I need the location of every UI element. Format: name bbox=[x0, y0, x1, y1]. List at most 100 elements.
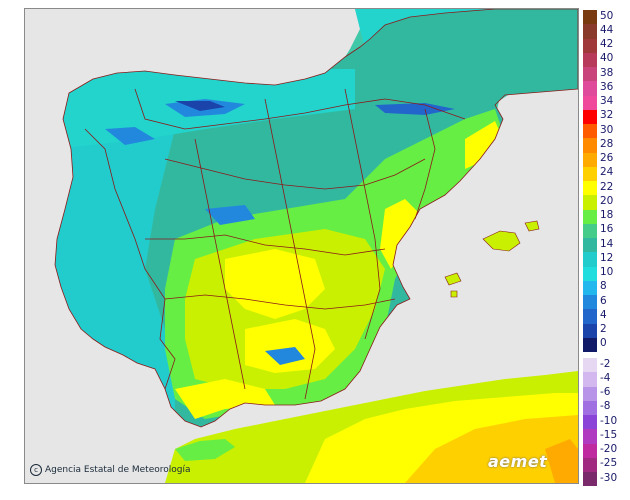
legend-label: 6 bbox=[600, 294, 607, 307]
mallorca-island bbox=[482, 230, 521, 252]
legend-label: 28 bbox=[600, 137, 614, 150]
legend-swatch bbox=[583, 24, 597, 39]
legend-label: 32 bbox=[600, 109, 614, 122]
legend-swatch bbox=[583, 309, 597, 324]
legend-swatch bbox=[583, 295, 597, 310]
legend-label: 16 bbox=[600, 223, 614, 236]
valencia-hot-zone bbox=[380, 199, 420, 269]
legend-swatch bbox=[583, 109, 597, 124]
legend-swatch bbox=[583, 457, 597, 472]
legend-swatch bbox=[583, 81, 597, 96]
central-north-region-line bbox=[164, 158, 426, 190]
legend-swatch bbox=[583, 358, 597, 373]
temperature-map bbox=[24, 8, 579, 484]
legend-label: 18 bbox=[600, 209, 614, 221]
formentera-island bbox=[450, 290, 458, 298]
tangier-coast bbox=[175, 439, 235, 461]
legend-swatch bbox=[583, 124, 597, 139]
menorca-island bbox=[524, 220, 540, 232]
ibiza-island bbox=[444, 272, 462, 286]
legend-swatch bbox=[583, 152, 597, 167]
coastline bbox=[54, 9, 578, 428]
legend-swatch bbox=[583, 223, 597, 238]
legend-label: 12 bbox=[600, 251, 614, 264]
duero-plateau bbox=[185, 133, 355, 205]
sistema-central-cool bbox=[205, 205, 255, 225]
legend-label: -15 bbox=[600, 428, 618, 441]
temperature-legend: 50 44 42 40 38 36 34 32 30 28 26 24 22 20 18 16 14 12 10 8 6… bbox=[583, 10, 627, 490]
cadiz-hot-zone bbox=[175, 379, 275, 419]
aemet-credit: c Agencia Estatal de Meteorología bbox=[30, 464, 191, 476]
legend-label: 36 bbox=[600, 80, 614, 93]
legend-swatch bbox=[583, 252, 597, 267]
aragon-catalonia-line bbox=[414, 108, 436, 220]
legend-label: 10 bbox=[600, 266, 614, 278]
credit-text: Agencia Estatal de Meteorología bbox=[45, 465, 191, 475]
aemet-logo: aemet bbox=[488, 452, 548, 471]
legend-label: 0 bbox=[600, 337, 607, 350]
legend-swatch bbox=[583, 429, 597, 444]
legend-label: 8 bbox=[600, 280, 607, 293]
legend-swatch bbox=[583, 280, 597, 295]
central-region-line bbox=[145, 234, 386, 256]
legend-label: -2 bbox=[600, 357, 611, 370]
legend-swatch bbox=[583, 181, 597, 196]
legend-label: -4 bbox=[600, 371, 611, 384]
map-canvas bbox=[25, 9, 578, 483]
legend-swatch bbox=[583, 323, 597, 338]
legend-label: 20 bbox=[600, 194, 614, 207]
legend-swatch bbox=[583, 443, 597, 458]
region-boundaries bbox=[54, 9, 578, 428]
legend-swatch bbox=[583, 209, 597, 224]
legend-swatch bbox=[583, 138, 597, 153]
legend-label: 14 bbox=[600, 237, 614, 250]
legend-label: -10 bbox=[600, 414, 618, 427]
legend-label: -8 bbox=[600, 400, 611, 413]
legend-swatch bbox=[583, 195, 597, 210]
legend-label: -6 bbox=[600, 386, 611, 398]
copyright-icon: c bbox=[30, 464, 42, 476]
southern-region-line bbox=[164, 294, 396, 310]
legend-swatch bbox=[583, 238, 597, 253]
legend-swatch bbox=[583, 386, 597, 401]
west-meridian-line bbox=[194, 138, 246, 390]
legend-swatch bbox=[583, 372, 597, 387]
legend-swatch bbox=[583, 415, 597, 430]
africa-extreme-zone bbox=[545, 439, 578, 483]
legend-label: 34 bbox=[600, 95, 614, 107]
africa-very-hot-zone bbox=[405, 415, 578, 483]
legend-label: 38 bbox=[600, 66, 614, 79]
galicia-highlands-cool bbox=[105, 127, 155, 145]
east-meridian-line bbox=[344, 88, 381, 340]
legend-swatch bbox=[583, 166, 597, 181]
picos-de-europa-cold bbox=[175, 101, 225, 111]
legend-swatch bbox=[583, 95, 597, 110]
legend-label: 22 bbox=[600, 180, 614, 193]
legend-swatch bbox=[583, 472, 597, 487]
portugal-spain-border bbox=[84, 128, 176, 390]
catalonia-coast-hot-zone bbox=[465, 121, 503, 169]
legend-label: 24 bbox=[600, 166, 614, 179]
legend-swatch bbox=[583, 400, 597, 415]
sierra-nevada-cool bbox=[265, 347, 305, 365]
legend-swatch bbox=[583, 337, 597, 352]
northern-region-line bbox=[134, 88, 466, 130]
pyrenees-cold bbox=[375, 103, 455, 115]
legend-label: 42 bbox=[600, 38, 614, 50]
temperature-fields bbox=[55, 69, 505, 427]
legend-label: -25 bbox=[600, 457, 618, 470]
legend-label: 2 bbox=[600, 323, 607, 335]
legend-swatch bbox=[583, 266, 597, 281]
central-meridian-line bbox=[264, 98, 316, 400]
legend-label: 50 bbox=[600, 9, 614, 22]
legend-label: -20 bbox=[600, 443, 618, 455]
legend-swatch bbox=[583, 10, 597, 25]
la-mancha-hot-core bbox=[225, 249, 325, 319]
legend-swatch bbox=[583, 38, 597, 53]
legend-label: 4 bbox=[600, 308, 607, 321]
legend-label: 40 bbox=[600, 52, 614, 65]
legend-label: -30 bbox=[600, 471, 618, 484]
legend-label: 44 bbox=[600, 23, 614, 36]
legend-label: 30 bbox=[600, 123, 614, 136]
legend-label: 26 bbox=[600, 152, 614, 164]
